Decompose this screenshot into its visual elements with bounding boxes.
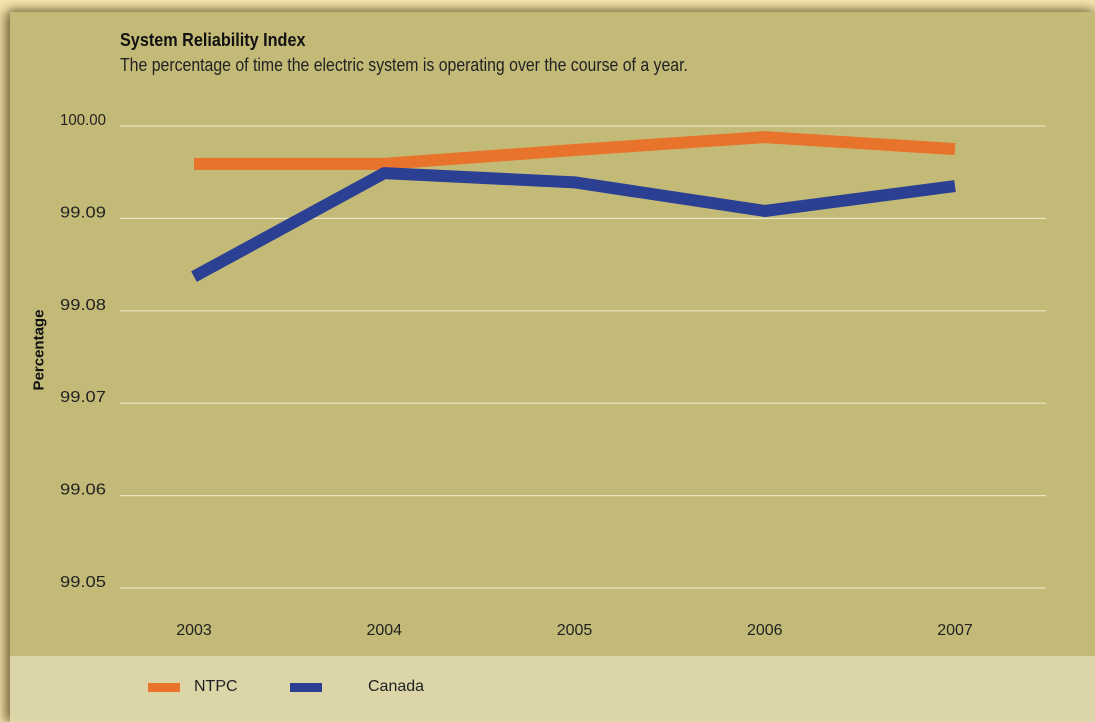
series-lines <box>191 131 956 282</box>
gridlines <box>120 125 1046 589</box>
y-tick-label: 99.06 <box>60 482 106 499</box>
x-tick-label-2006: 2006 <box>747 622 783 639</box>
chart-title: System Reliability Index <box>120 30 306 50</box>
legend-item-ntpc: NTPC <box>148 677 238 697</box>
legend-label-canada: Canada <box>368 678 425 695</box>
y-tick-label: 99.08 <box>60 297 106 314</box>
series-line-canada <box>191 167 956 282</box>
x-tick-label-2004: 2004 <box>366 622 402 639</box>
legend-item-canada: Canada <box>290 677 424 697</box>
legend-band <box>10 656 1095 722</box>
y-tick-label: 99.09 <box>60 204 106 221</box>
legend-swatch-ntpc <box>148 682 180 692</box>
y-tick-label: 100.00 <box>60 112 106 129</box>
legend-label-ntpc: NTPC <box>194 678 238 695</box>
y-tick-label: 99.05 <box>60 574 106 591</box>
x-tick-label-2003: 2003 <box>176 622 212 639</box>
legend-swatch-canada <box>290 682 322 692</box>
x-tick-labels: 2003 2004 2005 2006 2007 <box>176 622 973 639</box>
series-line-ntpc <box>194 131 956 170</box>
y-tick-labels: 99.05 99.06 99.07 99.08 99.09 100.00 <box>60 112 106 591</box>
x-tick-label-2007: 2007 <box>937 622 973 639</box>
y-tick-label: 99.07 <box>60 389 106 406</box>
x-tick-label-2005: 2005 <box>557 622 593 639</box>
chart-subtitle: The percentage of time the electric syst… <box>120 55 688 75</box>
chart-panel <box>10 12 1095 722</box>
